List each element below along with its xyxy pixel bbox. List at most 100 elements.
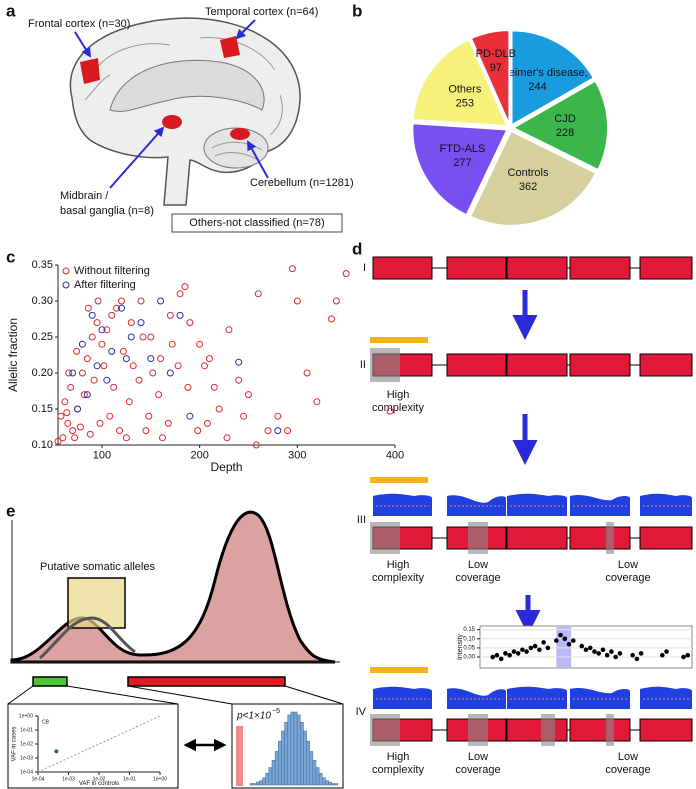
point xyxy=(137,319,145,327)
point xyxy=(54,437,62,445)
point xyxy=(252,441,260,449)
point xyxy=(106,412,114,420)
y-tick-label: 0.05 xyxy=(463,645,475,651)
y-tick-label: 0.15 xyxy=(32,403,53,415)
high-complexity-bar xyxy=(370,337,428,343)
region-label: Frontal cortex (n=30) xyxy=(28,18,130,30)
point xyxy=(630,652,635,658)
exon xyxy=(506,718,568,742)
point xyxy=(328,315,336,323)
point xyxy=(293,297,301,305)
point xyxy=(67,383,75,391)
point xyxy=(511,649,517,654)
slice-label: FTD-ALS xyxy=(440,143,486,155)
exon xyxy=(639,526,693,550)
slice-label: Alzheimer's disease, xyxy=(487,67,588,79)
point xyxy=(94,297,102,305)
pie-slice xyxy=(510,29,596,128)
point xyxy=(78,369,86,377)
point xyxy=(73,347,81,355)
point xyxy=(203,419,211,427)
hist-bar xyxy=(315,767,320,786)
hist-bar xyxy=(303,730,307,786)
point xyxy=(103,326,111,334)
point xyxy=(147,355,155,363)
y-tick-label: 1e-01 xyxy=(20,727,33,733)
point xyxy=(524,649,529,654)
coverage xyxy=(373,686,432,709)
point xyxy=(63,409,71,417)
coverage xyxy=(373,493,432,516)
point xyxy=(235,376,243,384)
point xyxy=(88,333,96,341)
p-exponent: −5 xyxy=(272,708,280,715)
hist-bar xyxy=(249,783,254,786)
point xyxy=(157,297,165,305)
y-tick-label: 0.35 xyxy=(32,259,53,271)
point xyxy=(129,362,137,370)
point xyxy=(545,645,551,651)
region-label: complexity xyxy=(372,572,424,584)
point xyxy=(83,355,91,363)
panel-letter: c xyxy=(6,247,15,266)
point xyxy=(116,427,124,435)
point xyxy=(84,304,92,312)
slice-label: Others xyxy=(448,83,482,95)
point xyxy=(127,319,135,327)
region-label: complexity xyxy=(372,764,424,776)
exon xyxy=(506,256,568,280)
exon xyxy=(639,353,693,377)
point xyxy=(498,656,504,662)
x-tick-label: 1e-01 xyxy=(123,776,136,782)
stage-label: III xyxy=(357,514,366,526)
point xyxy=(660,652,665,658)
masked-region xyxy=(370,714,400,746)
coverage xyxy=(640,686,692,709)
highlight xyxy=(556,626,572,668)
point xyxy=(205,355,213,363)
point xyxy=(541,640,546,645)
y-tick-label: 0.15 xyxy=(463,627,475,633)
y-axis-label: Allelic fraction xyxy=(6,318,20,392)
coverage xyxy=(447,495,506,516)
pie-slice xyxy=(411,38,510,128)
region-label: High xyxy=(387,751,410,763)
slice-label: PD-DLB xyxy=(476,48,516,60)
slice-value: 362 xyxy=(519,181,537,193)
p-value: p<1×10 xyxy=(236,711,271,722)
exon xyxy=(506,353,568,377)
region-label: coverage xyxy=(605,764,650,776)
point xyxy=(159,434,167,442)
point xyxy=(303,369,311,377)
point xyxy=(54,749,59,754)
slice-value: 244 xyxy=(528,81,546,93)
hist-bar xyxy=(296,714,301,786)
point xyxy=(681,654,686,660)
hist-bar xyxy=(328,781,332,786)
exon xyxy=(639,718,693,742)
point xyxy=(587,645,593,651)
point xyxy=(80,391,88,399)
hist-bar xyxy=(281,730,285,786)
density-plot xyxy=(7,510,344,789)
point xyxy=(69,427,77,435)
point xyxy=(634,656,640,662)
region-label: Low xyxy=(618,751,638,763)
panel-letter: b xyxy=(352,1,362,20)
exon xyxy=(569,718,631,742)
point xyxy=(139,333,147,341)
exon xyxy=(446,353,507,377)
point xyxy=(342,270,350,278)
point xyxy=(254,290,262,298)
hist-bar xyxy=(265,773,270,786)
hist-bar xyxy=(306,740,310,786)
y-tick-label: 0.30 xyxy=(32,295,53,307)
point xyxy=(196,340,204,348)
hist-bar xyxy=(259,780,263,786)
point xyxy=(223,434,231,442)
coverage xyxy=(507,493,567,516)
masked-region xyxy=(606,522,614,554)
point xyxy=(225,326,233,334)
point xyxy=(596,651,602,656)
